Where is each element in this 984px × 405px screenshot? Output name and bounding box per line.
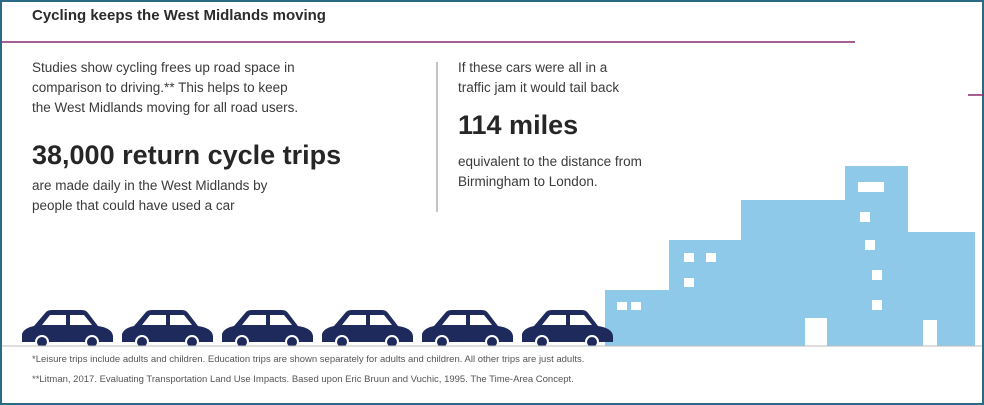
left-intro: the West Midlands moving for all road us… [32,100,298,115]
title: Cycling keeps the West Midlands moving [32,7,326,24]
cars [21,309,614,346]
left-intro: Studies show cycling frees up road space… [32,60,295,75]
left-intro: comparison to driving.** This helps to k… [32,80,288,95]
left-detail: people that could have used a car [32,198,235,213]
buildings [605,166,975,346]
right-intro: If these cars were all in a [458,60,608,75]
right-detail: Birmingham to London. [458,174,598,189]
left-headline: 38,000 return cycle trips [32,140,341,170]
right-intro: traffic jam it would tail back [458,80,619,95]
footnote: *Leisure trips include adults and childr… [32,354,584,365]
left-detail: are made daily in the West Midlands by [32,178,268,193]
right-headline: 114 miles [458,110,578,140]
windows [617,182,937,346]
right-detail: equivalent to the distance from [458,154,642,169]
footnote: **Litman, 2017. Evaluating Transportatio… [32,374,574,385]
